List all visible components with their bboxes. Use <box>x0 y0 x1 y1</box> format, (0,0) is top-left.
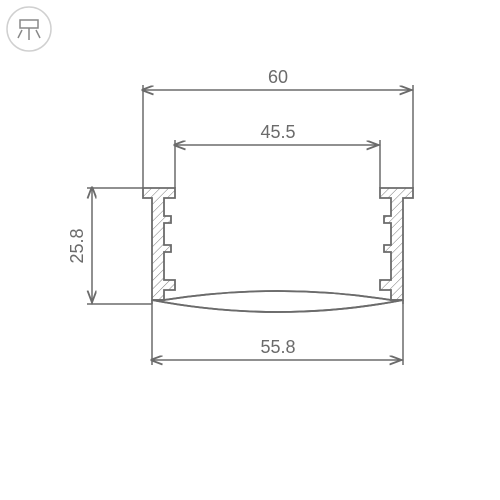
dim-width-bottom-label: 55.8 <box>260 337 295 357</box>
downlight-icon <box>7 7 51 51</box>
dim-width-inner-label: 45.5 <box>260 122 295 142</box>
profile-section <box>143 188 413 312</box>
dim-height-label: 25.8 <box>67 228 87 263</box>
dim-width-bottom: 55.8 <box>152 304 403 365</box>
dim-height: 25.8 <box>67 188 152 304</box>
technical-drawing: 60 45.5 55.8 25.8 <box>0 0 500 500</box>
dim-width-top-label: 60 <box>268 67 288 87</box>
dim-width-inner: 45.5 <box>175 122 380 188</box>
